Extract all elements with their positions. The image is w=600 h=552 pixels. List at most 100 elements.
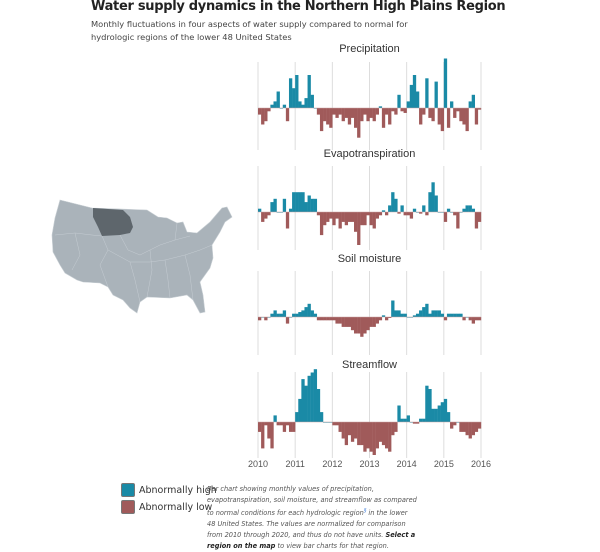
bar: [285, 422, 290, 426]
bar: [338, 422, 342, 432]
bar: [450, 422, 454, 429]
bar: [310, 372, 314, 422]
bar: [477, 108, 482, 110]
bar: [384, 212, 389, 216]
bar: [375, 108, 379, 115]
bar: [378, 317, 383, 321]
bar: [422, 108, 426, 115]
bar: [369, 212, 373, 226]
bar: [431, 310, 435, 317]
bar: [428, 313, 432, 317]
bar: [341, 108, 345, 122]
bar: [434, 310, 438, 317]
chart-caption: Bar chart showing monthly values of prec…: [207, 484, 417, 552]
bar: [381, 210, 386, 212]
bar: [406, 101, 410, 108]
bar: [357, 212, 361, 245]
bar: [341, 422, 345, 439]
bar: [378, 422, 383, 442]
bar: [295, 192, 299, 212]
bar: [273, 101, 277, 108]
bar: [394, 198, 398, 212]
bar: [279, 313, 283, 317]
bar: [261, 212, 265, 222]
bar: [347, 422, 352, 436]
x-tick-label: 2016: [471, 459, 491, 469]
bar: [409, 84, 414, 108]
bar: [295, 75, 299, 108]
bar: [279, 212, 283, 213]
bar: [310, 310, 314, 317]
bar: [307, 195, 311, 212]
bar: [258, 208, 262, 212]
chart-title: Streamflow: [342, 359, 397, 371]
bar: [397, 212, 401, 214]
bar: [270, 313, 274, 317]
bar: [474, 212, 479, 229]
bar: [471, 317, 476, 324]
bar: [428, 389, 432, 422]
bar: [409, 422, 414, 423]
bar: [456, 313, 460, 317]
bar: [443, 317, 448, 321]
bar: [270, 202, 274, 212]
chart-title: Precipitation: [339, 43, 400, 55]
bar: [400, 418, 404, 422]
bar: [372, 422, 376, 455]
bar: [313, 313, 318, 317]
bar: [431, 408, 435, 422]
bar: [350, 108, 355, 118]
bar: [462, 422, 466, 432]
footnote-link[interactable]: §: [363, 508, 367, 514]
bar: [415, 212, 420, 213]
bar: [400, 313, 404, 317]
us-lower48-outline[interactable]: [51, 199, 233, 314]
bar: [425, 212, 429, 216]
bar: [366, 212, 370, 216]
bar: [425, 303, 429, 317]
bar: [354, 317, 358, 334]
bar: [456, 108, 460, 112]
bar: [276, 212, 280, 213]
bar: [384, 422, 389, 449]
bar: [400, 108, 404, 112]
bar: [335, 108, 339, 118]
bar: [437, 108, 441, 125]
chart-evapotranspiration: Evapotranspiration: [257, 148, 482, 250]
bar: [270, 422, 274, 449]
bar: [288, 422, 293, 432]
bar: [258, 317, 262, 321]
bar: [465, 108, 469, 132]
bar: [422, 205, 426, 212]
bar: [465, 317, 469, 318]
bar: [344, 317, 349, 327]
bar: [415, 313, 420, 317]
bar: [468, 317, 472, 321]
bar: [329, 108, 333, 128]
bar: [285, 212, 290, 229]
bar: [285, 108, 290, 122]
bar: [422, 418, 426, 422]
bar: [391, 108, 395, 112]
bar: [366, 108, 370, 122]
region-northern-high-plains[interactable]: [93, 208, 133, 236]
bar: [350, 212, 355, 222]
bar: [375, 212, 379, 219]
bar: [471, 94, 476, 108]
region-borders: [54, 222, 213, 303]
bar: [409, 212, 414, 219]
bar: [477, 212, 482, 222]
bar: [372, 108, 376, 122]
bar: [437, 405, 441, 422]
bar: [378, 212, 383, 216]
bar: [335, 212, 339, 219]
bar: [434, 408, 438, 422]
bar: [298, 312, 302, 317]
bar: [409, 317, 414, 318]
bar: [332, 212, 336, 226]
bar: [419, 212, 423, 214]
bar: [366, 317, 370, 331]
page-title: Water supply dynamics in the Northern Hi…: [91, 0, 506, 14]
bar: [307, 75, 311, 108]
